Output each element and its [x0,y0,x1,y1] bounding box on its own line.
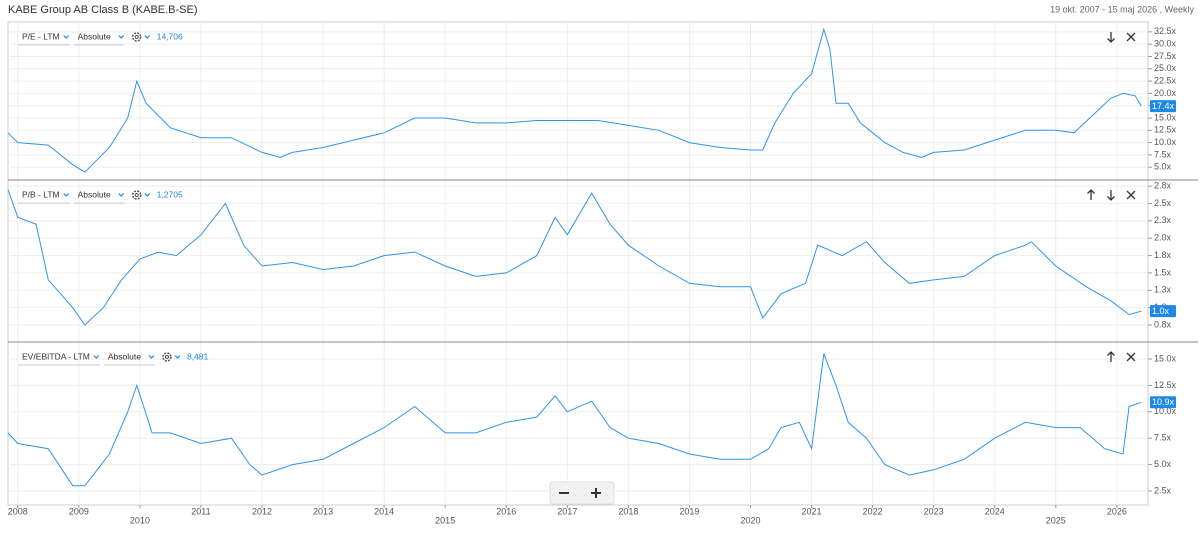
y-tick-label: 1.3x [1154,285,1172,295]
panel-up-button[interactable] [1107,351,1115,362]
series-line [7,189,1142,326]
settings-icon[interactable] [131,190,142,200]
y-tick-label: 5.0x [1154,459,1172,469]
panel-down-button[interactable] [1107,32,1115,43]
header-value: 14,706 [157,31,183,41]
y-tick-label: 10.0x [1154,406,1177,416]
x-tick-label: 2009 [69,506,89,516]
x-tick-label: 2016 [496,506,516,516]
x-tick-label: 2017 [557,506,577,516]
y-tick-label: 1.5x [1154,267,1172,277]
y-tick-label: 2.3x [1154,215,1172,225]
x-tick-label: 2008 [8,506,28,516]
x-tick-label: 2021 [802,506,822,516]
y-tick-label: 32.5x [1154,26,1177,36]
y-tick-label: 2.0x [1154,233,1172,243]
metric-name[interactable]: EV/EBITDA - LTM [22,351,90,361]
y-tick-label: 1.8x [1154,250,1172,260]
x-tick-label: 2025 [1046,515,1066,525]
dropdown-arrow [144,193,151,197]
mode-select[interactable]: Absolute [108,351,141,361]
y-tick-label: 2.5x [1154,198,1172,208]
series-line [7,353,1142,487]
y-tick-label: 0.8x [1154,319,1172,329]
x-tick-label: 2019 [679,506,699,516]
x-tick-label: 2014 [374,506,394,516]
panel-close-button[interactable] [1126,32,1136,42]
y-tick-label: 15.0x [1154,353,1177,363]
current-value-badge [1150,100,1176,113]
x-tick-label: 2010 [130,515,150,525]
y-tick-label: 15.0x [1154,112,1177,122]
y-tick-label: 20.0x [1154,88,1177,98]
mode-select[interactable]: Absolute [78,31,111,41]
mode-select[interactable]: Absolute [78,189,111,199]
x-tick-label: 2013 [313,506,333,516]
x-tick-label: 2024 [985,506,1005,516]
y-tick-label: 2.5x [1154,485,1172,495]
current-value-badge [1150,396,1176,409]
x-tick-label: 2011 [191,506,210,516]
current-value-label: 17.4x [1152,101,1175,111]
dropdown-arrow [93,355,100,359]
current-value-badge [1150,305,1176,318]
series-line [7,27,1142,173]
y-tick-label: 5.0x [1154,162,1172,172]
plot-frame [7,21,1149,506]
dropdown-arrow [63,35,70,39]
y-tick-label: 30.0x [1154,39,1177,49]
x-tick-label: 2012 [252,506,272,516]
y-tick-label: 7.5x [1154,149,1172,159]
dropdown-arrow [148,355,155,359]
y-tick-label: 7.5x [1154,433,1172,443]
x-tick-label: 2026 [1107,506,1127,516]
panel-close-button[interactable] [1126,352,1136,362]
chart-title: KABE Group AB Class B (KABE.B-SE) [8,4,198,16]
settings-icon-hub [134,35,139,39]
dropdown-arrow [174,355,181,359]
dropdown-arrow [144,35,151,39]
settings-icon-hub [134,193,139,197]
y-tick-label: 12.5x [1154,125,1177,135]
panel-close-button[interactable] [1126,190,1136,200]
dropdown-arrow [63,193,70,197]
metric-name[interactable]: P/B - LTM [22,189,60,199]
settings-icon[interactable] [131,32,142,42]
y-tick-label: 27.5x [1154,51,1177,61]
current-value-label: 1.0x [1152,306,1170,316]
dropdown-arrow [118,193,125,197]
y-tick-label: 2.8x [1154,181,1172,191]
y-tick-label: 12.5x [1154,380,1177,390]
x-tick-label: 2015 [435,515,455,525]
metric-name[interactable]: P/E - LTM [22,31,60,41]
panel-up-button[interactable] [1087,189,1095,200]
y-tick-label: 22.5x [1154,75,1177,85]
x-tick-label: 2018 [618,506,638,516]
y-tick-label: 10.0x [1154,137,1177,147]
header-value: 1,2705 [157,189,183,199]
panel-down-button[interactable] [1107,190,1115,201]
date-range: 19 okt. 2007 - 15 maj 2026 , Weekly [1050,4,1194,14]
header-value: 8,481 [187,351,209,361]
dropdown-arrow [118,35,125,39]
current-value-label: 10.9x [1152,397,1175,407]
zoom-controls[interactable] [549,481,615,505]
x-tick-label: 2023 [924,506,944,516]
x-tick-label: 2020 [740,515,760,525]
y-tick-label: 25.0x [1154,63,1177,73]
settings-icon[interactable] [162,352,172,362]
settings-icon-hub [164,355,169,359]
x-tick-label: 2022 [863,506,883,516]
